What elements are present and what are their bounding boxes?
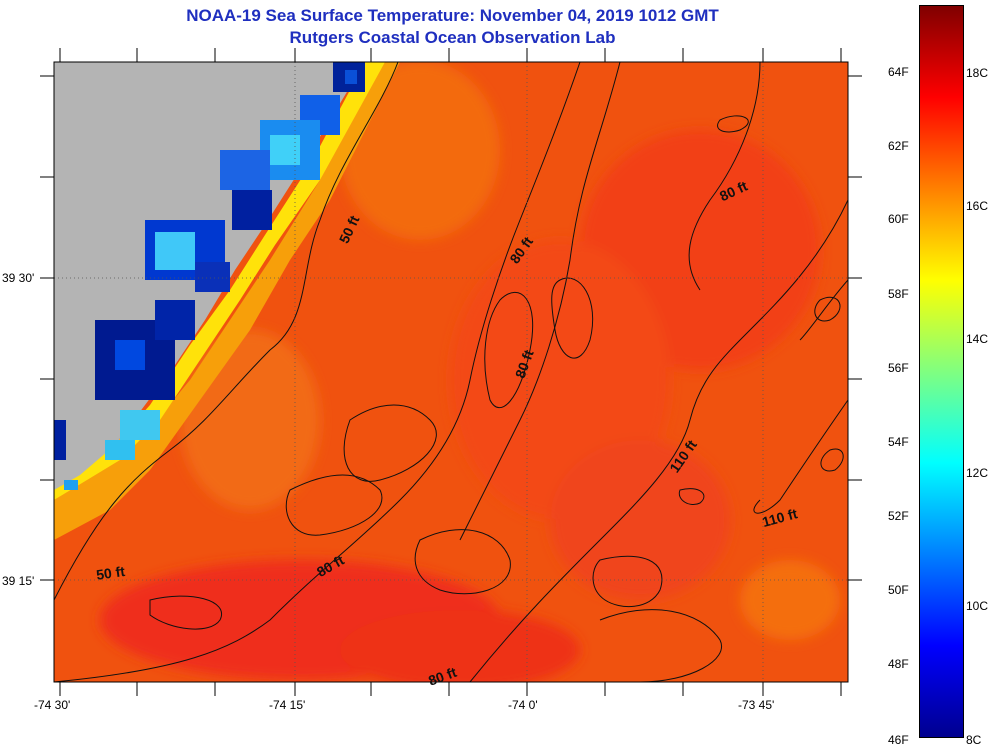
colorbar-label-46f: 46F — [888, 733, 909, 747]
colorbar-label-60f: 60F — [888, 212, 909, 226]
lat-lon-grid — [54, 62, 848, 682]
colorbar-label-56f: 56F — [888, 361, 909, 375]
colorbar-label-14c: 14C — [966, 332, 989, 346]
coastal-yellow-band — [54, 62, 385, 500]
colorbar-label-16c: 16C — [966, 199, 989, 213]
colorbar-label-62f: 62F — [888, 139, 909, 153]
x-axis-label-7415: -74 15' — [269, 698, 306, 712]
map-frame — [53, 61, 849, 683]
x-axis-label-7400: -74 0' — [508, 698, 538, 712]
colorbar-label-8c: 8C — [966, 733, 982, 747]
colorbar-label-64f: 64F — [888, 65, 909, 79]
contour-label-50ft-south: 50 ft — [95, 563, 126, 583]
colorbar-label-48f: 48F — [888, 657, 909, 671]
colorbar-label-18c: 18C — [966, 66, 989, 80]
x-axis-label-7345: -73 45' — [738, 698, 775, 712]
y-axis-label-3915: 39 15' — [2, 574, 35, 588]
colorbar-label-12c: 12C — [966, 466, 989, 480]
map-title: NOAA-19 Sea Surface Temperature: Novembe… — [186, 6, 719, 25]
colorbar-label-10c: 10C — [966, 599, 989, 613]
coastal-warm-band — [54, 62, 400, 540]
colorbar-label-52f: 52F — [888, 509, 909, 523]
map-plot-area — [54, 62, 848, 682]
cold-water-patches — [54, 62, 365, 490]
colorbar-label-54f: 54F — [888, 435, 909, 449]
colorbar-label-58f: 58F — [888, 287, 909, 301]
x-axis-label-7430: -74 30' — [34, 698, 71, 712]
map-subtitle: Rutgers Coastal Ocean Observation Lab — [289, 28, 616, 47]
colorbar-label-50f: 50F — [888, 583, 909, 597]
sst-texture — [100, 62, 840, 682]
y-axis-label-3930: 39 30' — [2, 271, 35, 285]
bathymetry-contours — [54, 62, 848, 682]
temperature-colorbar — [919, 5, 964, 738]
axis-ticks — [40, 48, 862, 696]
